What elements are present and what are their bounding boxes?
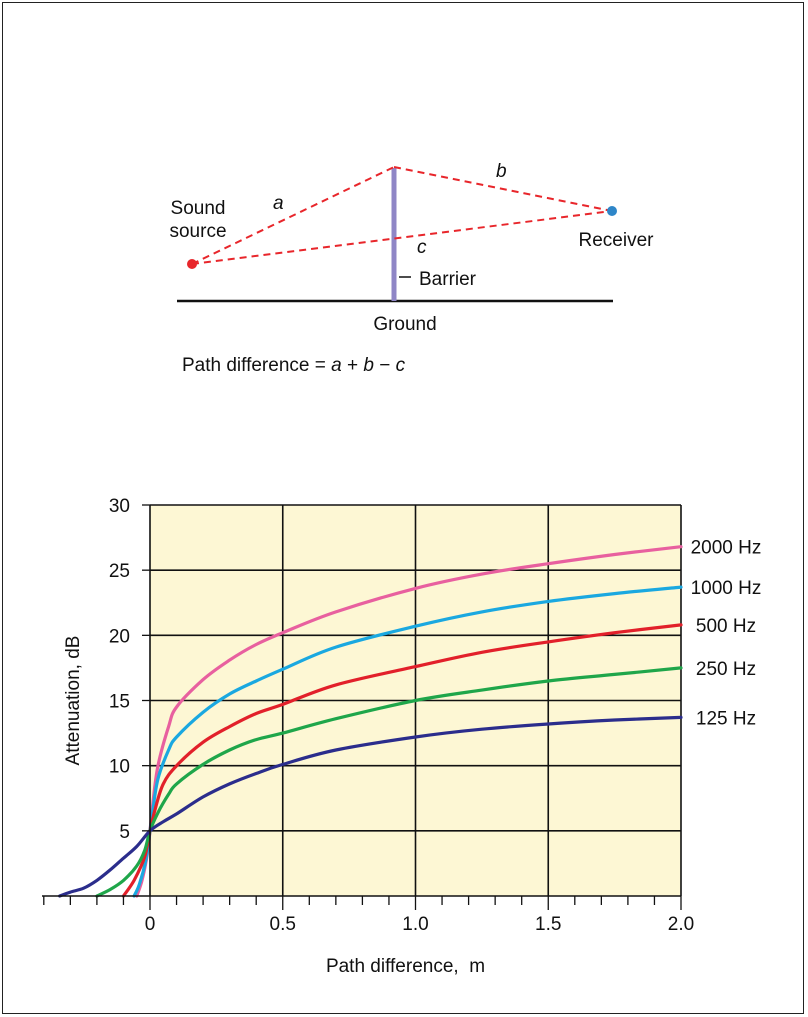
x-tick-label: 2.0 xyxy=(668,914,694,935)
series-label: 500 Hz xyxy=(696,616,756,637)
series-label: 2000 Hz xyxy=(691,538,762,559)
label-a: a xyxy=(273,193,284,214)
series-label: 1000 Hz xyxy=(691,578,762,599)
series-labels: 2000 Hz 1000 Hz 500 Hz 250 Hz 125 Hz xyxy=(691,538,762,730)
sound-source-label-line1: Sound xyxy=(171,198,226,219)
barrier-diagram: a b c Sound source Receiver Barrier Grou… xyxy=(169,161,654,376)
x-tick-label: 0 xyxy=(145,914,156,935)
path-difference-formula: Path difference = a + b − c xyxy=(182,355,406,376)
x-tick-label: 1.5 xyxy=(535,914,561,935)
x-axis-label: Path difference, m xyxy=(326,956,485,977)
y-tick-label: 10 xyxy=(109,757,130,778)
receiver-label: Receiver xyxy=(579,230,655,251)
ground-label: Ground xyxy=(373,314,436,335)
receiver-dot xyxy=(607,206,617,216)
y-tick-label: 15 xyxy=(109,692,130,713)
axes xyxy=(42,504,682,910)
y-axis-label: Attenuation, dB xyxy=(63,636,84,766)
sound-source-dot xyxy=(187,259,197,269)
y-tick-label: 25 xyxy=(109,561,130,582)
y-tick-label: 5 xyxy=(119,822,130,843)
y-tick-label: 30 xyxy=(109,496,130,517)
label-b: b xyxy=(496,161,507,182)
series-label: 125 Hz xyxy=(696,708,756,729)
x-tick-label: 0.5 xyxy=(270,914,296,935)
series-lines xyxy=(58,545,683,898)
series-line xyxy=(58,715,683,898)
y-tick-label: 20 xyxy=(109,626,130,647)
series-line xyxy=(95,666,683,898)
attenuation-chart: 0 0.5 1.0 1.5 2.0 5 10 15 20 25 30 2000 Hz 1000 Hz 5… xyxy=(42,496,761,977)
barrier-label: Barrier xyxy=(419,269,477,290)
series-label: 250 Hz xyxy=(696,659,756,680)
label-c: c xyxy=(417,237,427,258)
path-a xyxy=(191,166,395,265)
tick-labels: 0 0.5 1.0 1.5 2.0 5 10 15 20 25 30 xyxy=(109,496,694,935)
sound-source-label-line2: source xyxy=(169,221,226,242)
path-c xyxy=(191,210,613,265)
x-tick-label: 1.0 xyxy=(402,914,428,935)
path-b xyxy=(393,166,613,212)
